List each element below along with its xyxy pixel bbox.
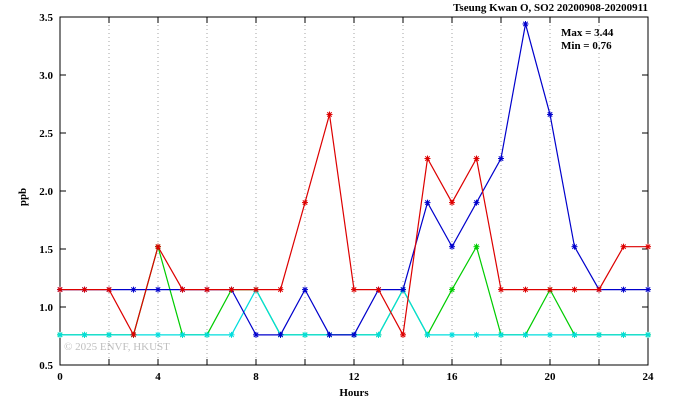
marker-asterisk-red xyxy=(179,287,186,293)
marker-asterisk-red xyxy=(547,287,553,293)
max-annotation: Max = 3.44 xyxy=(561,27,614,39)
chart-title: Tseung Kwan O, SO2 20200908-20200911 xyxy=(453,2,648,14)
marker-asterisk-blue xyxy=(424,200,431,206)
marker-asterisk-cyan xyxy=(522,332,529,338)
x-tick-label: 4 xyxy=(155,371,161,383)
marker-asterisk-red xyxy=(473,155,480,162)
marker-asterisk-red xyxy=(326,111,333,117)
marker-asterisk-blue xyxy=(449,244,455,250)
marker-asterisk-cyan xyxy=(571,332,578,338)
marker-asterisk-red xyxy=(302,200,308,206)
marker-asterisk-blue xyxy=(498,155,504,162)
marker-asterisk-blue xyxy=(645,287,651,293)
marker-asterisk-cyan xyxy=(302,332,308,338)
marker-asterisk-green xyxy=(473,244,480,250)
marker-asterisk-red xyxy=(596,287,602,293)
series-line-cyan xyxy=(60,288,648,336)
marker-asterisk-cyan xyxy=(620,332,627,338)
marker-asterisk-green xyxy=(449,287,455,293)
marker-asterisk-cyan xyxy=(596,332,602,338)
marker-asterisk-cyan xyxy=(155,332,161,338)
marker-asterisk-red xyxy=(81,287,88,293)
marker-asterisk-red xyxy=(400,332,406,338)
y-tick-label: 3.0 xyxy=(39,70,53,82)
marker-asterisk-red xyxy=(155,244,161,250)
marker-asterisk-red xyxy=(204,287,210,293)
marker-asterisk-red xyxy=(375,287,382,293)
marker-asterisk-blue xyxy=(326,332,333,338)
x-axis-label: Hours xyxy=(339,387,369,399)
marker-asterisk-blue xyxy=(302,287,308,293)
marker-asterisk-red xyxy=(571,287,578,293)
marker-asterisk-red xyxy=(277,287,284,293)
marker-asterisk-cyan xyxy=(204,332,210,338)
marker-asterisk-blue xyxy=(351,332,357,338)
y-tick-label: 0.5 xyxy=(39,360,53,372)
y-tick-label: 2.5 xyxy=(39,128,53,140)
watermark: © 2025 ENVF, HKUST xyxy=(64,341,170,353)
x-tick-label: 12 xyxy=(349,371,361,383)
marker-asterisk-cyan xyxy=(57,332,63,338)
marker-asterisk-red xyxy=(351,287,357,293)
y-tick-label: 1.5 xyxy=(39,244,53,256)
marker-asterisk-cyan xyxy=(424,332,431,338)
x-tick-label: 8 xyxy=(253,371,259,383)
marker-asterisk-blue xyxy=(547,111,553,117)
marker-asterisk-cyan xyxy=(547,332,553,338)
marker-asterisk-red xyxy=(130,332,137,338)
marker-asterisk-cyan xyxy=(473,332,480,338)
marker-asterisk-red xyxy=(424,155,431,162)
marker-asterisk-red xyxy=(645,244,651,250)
marker-asterisk-red xyxy=(253,287,259,293)
marker-asterisk-blue xyxy=(620,287,627,293)
marker-asterisk-blue xyxy=(253,332,259,338)
marker-asterisk-cyan xyxy=(228,332,235,338)
marker-asterisk-red xyxy=(106,287,112,293)
y-tick-label: 1.0 xyxy=(39,302,53,314)
marker-asterisk-red xyxy=(449,200,455,206)
marker-asterisk-blue xyxy=(522,21,529,27)
marker-asterisk-cyan xyxy=(81,332,88,338)
marker-asterisk-blue xyxy=(130,287,137,293)
x-tick-label: 0 xyxy=(57,371,63,383)
marker-asterisk-blue xyxy=(155,287,161,293)
marker-asterisk-red xyxy=(228,287,235,293)
marker-asterisk-cyan xyxy=(498,332,504,338)
marker-asterisk-red xyxy=(620,244,627,250)
marker-asterisk-cyan xyxy=(106,332,112,338)
marker-asterisk-red xyxy=(522,287,529,293)
x-tick-label: 20 xyxy=(545,371,557,383)
marker-asterisk-cyan xyxy=(375,332,382,338)
x-tick-label: 16 xyxy=(447,371,459,383)
marker-asterisk-red xyxy=(498,287,504,293)
x-tick-label: 24 xyxy=(643,371,655,383)
marker-asterisk-cyan xyxy=(179,332,186,338)
y-tick-label: 3.5 xyxy=(39,12,53,24)
marker-asterisk-cyan xyxy=(645,332,651,338)
marker-asterisk-red xyxy=(57,287,63,293)
y-tick-label: 2.0 xyxy=(39,186,53,198)
marker-asterisk-blue xyxy=(400,287,406,293)
marker-asterisk-cyan xyxy=(449,332,455,338)
marker-asterisk-blue xyxy=(277,332,284,338)
marker-asterisk-blue xyxy=(473,200,480,206)
marker-asterisk-blue xyxy=(571,244,578,250)
